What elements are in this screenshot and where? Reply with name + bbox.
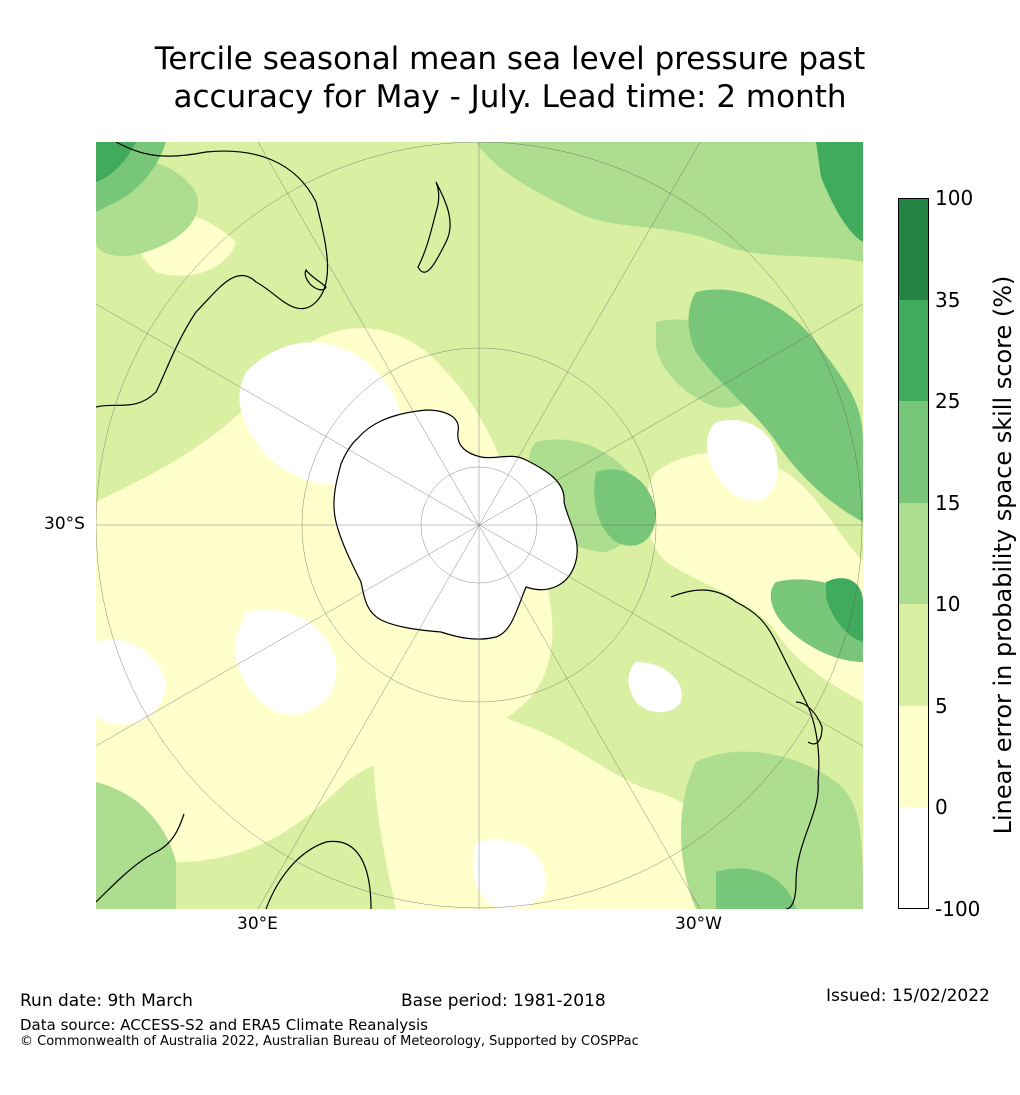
coastlines	[96, 142, 823, 909]
lat-label-30s: 30°S	[44, 514, 85, 534]
base-period: Base period: 1981-2018	[401, 991, 606, 1011]
map-svg	[96, 142, 863, 909]
lon-label-30w: 30°W	[675, 914, 722, 934]
graticule	[96, 142, 863, 909]
chart-title: Tercile seasonal mean sea level pressure…	[0, 40, 1020, 116]
colorbar-tick-25: 25	[935, 389, 961, 413]
colorbar-tick-neg100: -100	[935, 897, 981, 921]
skill-zone-25-35	[96, 142, 863, 642]
skill-score-map	[96, 142, 863, 909]
colorbar-title: Linear error in probability space skill …	[989, 275, 1017, 835]
copyright: © Commonwealth of Australia 2022, Austra…	[20, 1034, 639, 1049]
antarctica-landmass	[333, 409, 578, 640]
lon-label-30e: 30°E	[237, 914, 278, 934]
colorbar-bin-25-35	[898, 300, 929, 401]
colorbar	[898, 198, 929, 909]
title-line-1: Tercile seasonal mean sea level pressure…	[154, 41, 866, 77]
colorbar-bin-0-5	[898, 706, 929, 807]
colorbar-tick-10: 10	[935, 592, 961, 616]
title-line-2: accuracy for May - July. Lead time: 2 mo…	[173, 79, 847, 115]
colorbar-bin-5-10	[898, 604, 929, 706]
colorbar-tick-100: 100	[935, 186, 974, 210]
colorbar-bin-15-25	[898, 401, 929, 503]
colorbar-tick-0: 0	[935, 795, 948, 819]
colorbar-bin-35-100	[898, 198, 929, 300]
colorbar-tick-5: 5	[935, 694, 948, 718]
colorbar-tick-35: 35	[935, 288, 961, 312]
colorbar-tick-15: 15	[935, 491, 961, 515]
colorbar-bin-neg	[898, 807, 929, 909]
data-source: Data source: ACCESS-S2 and ERA5 Climate …	[20, 1016, 428, 1034]
issued-date: Issued: 15/02/2022	[826, 986, 990, 1006]
colorbar-svg	[898, 198, 929, 909]
colorbar-bin-10-15	[898, 503, 929, 604]
run-date: Run date: 9th March	[20, 991, 193, 1011]
